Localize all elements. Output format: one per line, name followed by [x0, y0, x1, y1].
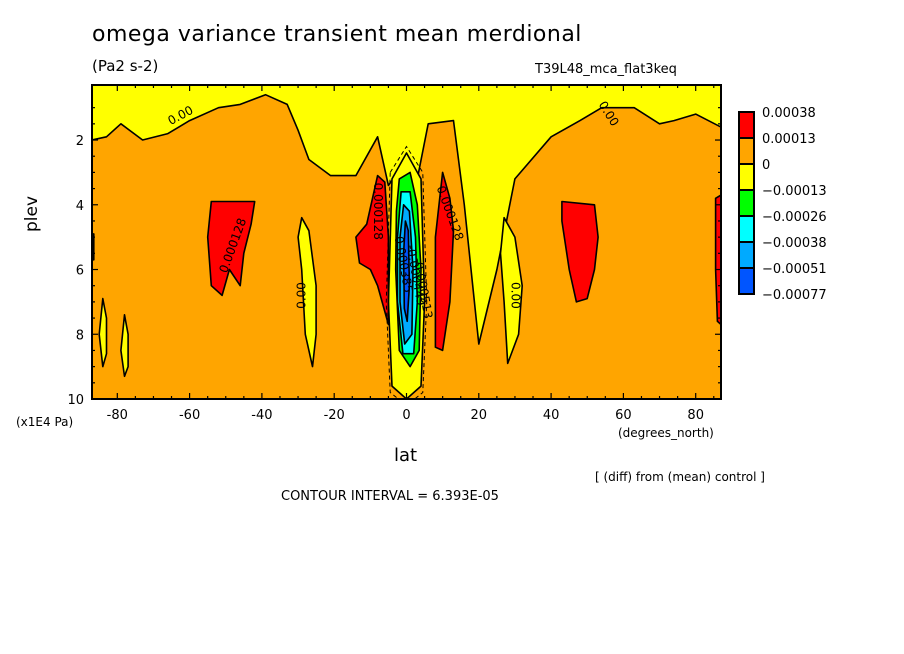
colorbar-label: −0.00077 — [762, 288, 827, 303]
colorbar-label: 0 — [762, 158, 770, 173]
contour-label: 0.00 — [508, 282, 522, 309]
y-ticks: 2 4 6 8 10 — [67, 107, 721, 408]
y-tick-label: 8 — [76, 328, 84, 343]
colorbar-swatch — [738, 163, 755, 191]
contour-interval-value: 6.393E-05 — [432, 489, 499, 504]
y-tick-label: 2 — [76, 134, 84, 149]
colorbar-label: −0.00013 — [762, 184, 827, 199]
colorbar-label: 0.00013 — [762, 132, 816, 147]
colorbar-swatch — [738, 137, 755, 165]
colorbar-swatch — [738, 215, 755, 243]
contour-interval-prefix: CONTOUR INTERVAL = — [281, 489, 433, 504]
region-sh-polar-yellow-1 — [98, 297, 108, 368]
x-tick-label: 20 — [471, 408, 488, 423]
x-tick-label: -80 — [107, 408, 128, 423]
colorbar: 0.00038 0.00013 0 −0.00013 −0.00026 −0.00038 −… — [738, 106, 827, 303]
x-axis-units: (degrees_north) — [618, 426, 714, 440]
contour-regions — [92, 85, 721, 399]
region-sh-yellow-lobe — [297, 216, 317, 368]
colorbar-label: −0.00026 — [762, 210, 827, 225]
y-tick-label: 6 — [76, 264, 84, 279]
colorbar-swatch — [738, 241, 755, 269]
chart-title: omega variance transient mean merdional — [92, 22, 582, 47]
diff-note: [ (diff) from (mean) control ] — [595, 470, 765, 484]
region-sh-subtrop-red — [355, 174, 390, 326]
contour-label: 0.000128 — [371, 183, 385, 240]
x-tick-label: 80 — [687, 408, 704, 423]
x-tick-label: 40 — [543, 408, 560, 423]
colorbar-swatch — [738, 189, 755, 217]
chart-units: (Pa2 s-2) — [92, 57, 159, 75]
x-tick-label: 60 — [615, 408, 632, 423]
x-axis-label: lat — [394, 445, 418, 466]
contour-label: 0.00 — [294, 282, 308, 309]
y-tick-label: 10 — [67, 393, 84, 408]
contour-interval: CONTOUR INTERVAL = 6.393E-05 — [281, 489, 499, 504]
region-sh-midlat-red — [206, 200, 256, 297]
x-tick-label: -40 — [251, 408, 272, 423]
region-nh-midlat-red — [561, 200, 599, 303]
x-tick-label: -20 — [324, 408, 345, 423]
y-axis-units: (x1E4 Pa) — [16, 415, 74, 429]
x-ticks: -80 -60 -40 -20 0 20 40 60 80 — [107, 85, 715, 423]
region-nh-subtrop-red — [434, 171, 455, 352]
colorbar-swatch — [738, 267, 755, 295]
colorbar-label: −0.00038 — [762, 236, 827, 251]
x-tick-label: -60 — [179, 408, 200, 423]
region-sh-polar-yellow-2 — [120, 313, 129, 378]
colorbar-label: −0.00051 — [762, 262, 827, 277]
region-nh-yellow-lobe — [499, 216, 524, 365]
region-equatorial-blue — [402, 220, 411, 323]
y-tick-label: 4 — [76, 199, 84, 214]
dashed-contour — [385, 145, 428, 399]
x-tick-label: 0 — [402, 408, 410, 423]
colorbar-swatch — [738, 111, 755, 139]
run-label: T39L48_mca_flat3keq — [535, 62, 677, 77]
colorbar-label: 0.00038 — [762, 106, 816, 121]
